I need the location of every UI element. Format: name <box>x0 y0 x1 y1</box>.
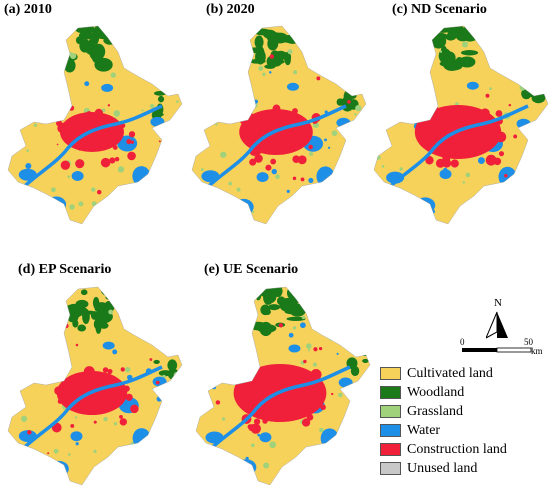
panel-title-ue-scenario: (e) UE Scenario <box>204 262 299 277</box>
panel-title-ep-scenario: (d) EP Scenario <box>18 262 112 277</box>
legend-label: Grassland <box>407 403 463 419</box>
legend-swatch <box>380 424 401 437</box>
scale-end: 50 <box>524 337 533 347</box>
land-use-map-2010 <box>7 25 183 225</box>
legend-item-cultivated-land: Cultivated land <box>380 364 507 383</box>
legend-item-water: Water <box>380 421 507 440</box>
scale-start: 0 <box>460 337 465 347</box>
legend-swatch <box>380 367 401 380</box>
land-use-map-2020 <box>191 25 367 225</box>
legend-swatch <box>380 443 401 456</box>
land-use-map-ep <box>7 286 183 486</box>
panel-title-nd-scenario: (c) ND Scenario <box>392 2 487 17</box>
scale-unit: km <box>531 346 543 356</box>
legend-item-grassland: Grassland <box>380 402 507 421</box>
legend-swatch <box>380 462 401 475</box>
north-label: N <box>494 297 502 309</box>
legend-label: Water <box>407 422 441 438</box>
north-arrow-icon <box>486 311 508 339</box>
legend-swatch <box>380 386 401 399</box>
legend-item-unused-land: Unused land <box>380 459 507 478</box>
legend-label: Unused land <box>407 460 478 476</box>
land-use-map-nd <box>373 25 549 225</box>
panel-title-2020: (b) 2020 <box>206 2 255 17</box>
scale-bar <box>462 347 532 353</box>
legend: Cultivated land Woodland Grassland Water… <box>380 364 507 478</box>
land-use-map-ue <box>195 286 371 486</box>
legend-swatch <box>380 405 401 418</box>
legend-label: Construction land <box>407 441 507 457</box>
legend-item-construction-land: Construction land <box>380 440 507 459</box>
legend-item-woodland: Woodland <box>380 383 507 402</box>
legend-label: Cultivated land <box>407 365 493 381</box>
panel-title-2010: (a) 2010 <box>4 2 52 17</box>
legend-label: Woodland <box>407 384 465 400</box>
